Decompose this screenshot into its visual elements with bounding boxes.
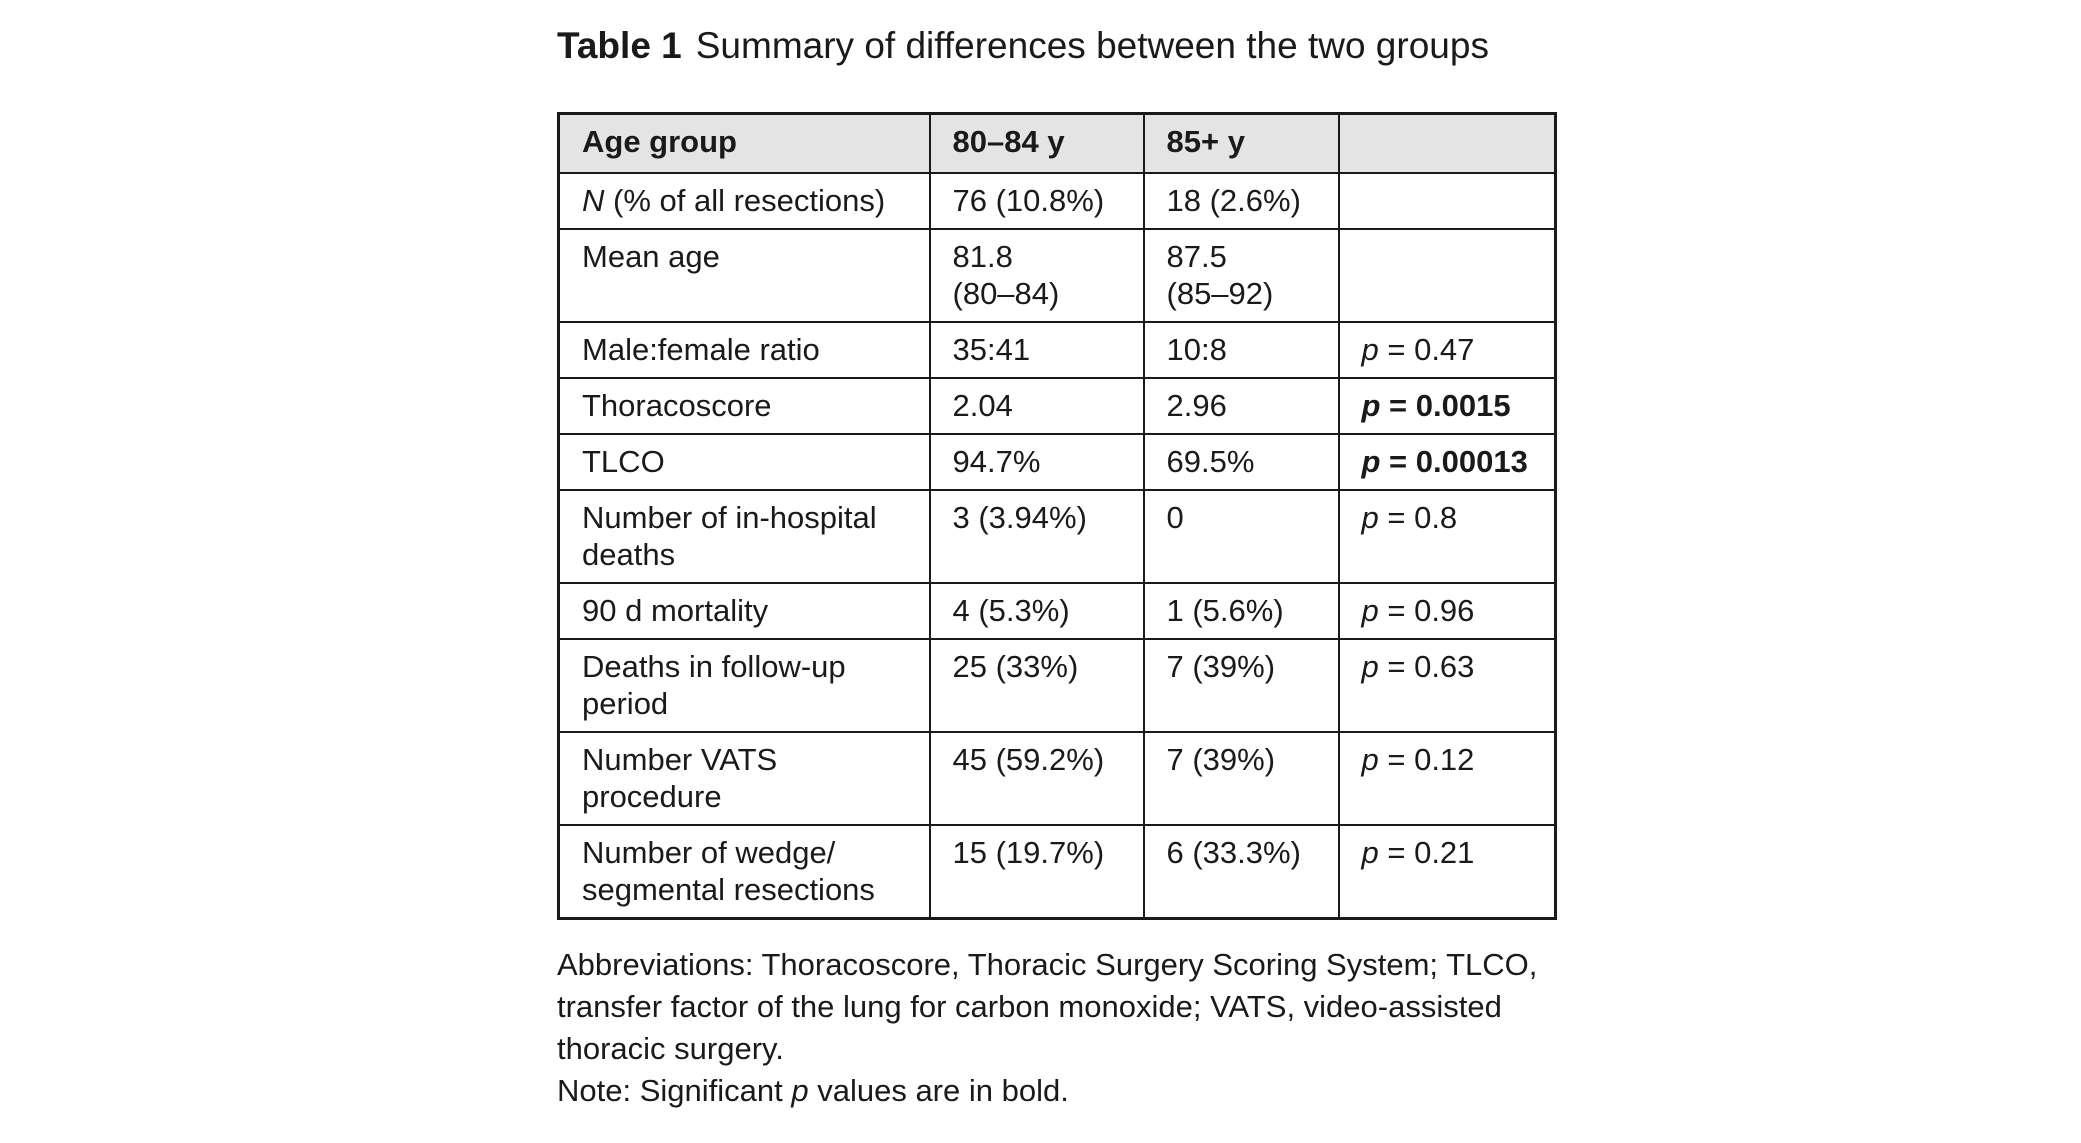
p-number: = 0.96 [1378, 593, 1475, 628]
cell-80-84: 35:41 [928, 321, 1145, 379]
cell-80-84: 15 (19.7%) [928, 824, 1145, 920]
table-row: Number of in-hospital deaths 3 (3.94%) 0… [557, 489, 1557, 584]
summary-table: Age group 80–84 y 85+ y N (% of all rese… [557, 112, 1557, 920]
table-row: 90 d mortality 4 (5.3%) 1 (5.6%) p = 0.9… [557, 582, 1557, 640]
cell-85-plus: 0 [1142, 489, 1340, 584]
row-label-rest: (% of all resections) [604, 183, 886, 218]
row-label: Deaths in follow-up period [557, 638, 931, 733]
table-footnotes: Abbreviations: Thoracoscore, Thoracic Su… [557, 944, 1557, 1112]
row-label: Male:female ratio [557, 321, 931, 379]
cell-85-plus: 7 (39%) [1142, 731, 1340, 826]
note-suffix: values are in bold. [808, 1073, 1069, 1108]
cell-85-plus: 7 (39%) [1142, 638, 1340, 733]
p-number: = 0.63 [1378, 649, 1475, 684]
cell-p-value: p = 0.96 [1337, 582, 1557, 640]
cell-line: (85–92) [1166, 276, 1274, 311]
table-row: Number of wedge/ segmental resections 15… [557, 824, 1557, 920]
cell-85-plus: 2.96 [1142, 377, 1340, 435]
note-p-symbol: p [791, 1073, 809, 1108]
cell-85-plus: 1 (5.6%) [1142, 582, 1340, 640]
p-number: = 0.47 [1378, 332, 1475, 367]
cell-80-84: 81.8 (80–84) [928, 228, 1145, 323]
cell-line: 81.8 [952, 239, 1013, 274]
cell-85-plus: 87.5 (85–92) [1142, 228, 1340, 323]
significance-note: Note: Significant p values are in bold. [557, 1070, 1557, 1112]
cell-80-84: 4 (5.3%) [928, 582, 1145, 640]
cell-80-84: 3 (3.94%) [928, 489, 1145, 584]
cell-85-plus: 18 (2.6%) [1142, 172, 1340, 230]
row-label: 90 d mortality [557, 582, 931, 640]
p-symbol: p [1361, 742, 1379, 777]
p-number: = 0.12 [1378, 742, 1475, 777]
cell-p-value: p = 0.0015 [1337, 377, 1557, 435]
cell-p-value: p = 0.21 [1337, 824, 1557, 920]
cell-p-value: p = 0.47 [1337, 321, 1557, 379]
table-row: Mean age 81.8 (80–84) 87.5 (85–92) [557, 228, 1557, 323]
p-symbol: p [1361, 388, 1381, 423]
row-label: Thoracoscore [557, 377, 931, 435]
p-symbol: p [1361, 500, 1379, 535]
cell-p-value: p = 0.12 [1337, 731, 1557, 826]
table-row: TLCO 94.7% 69.5% p = 0.00013 [557, 433, 1557, 491]
table-figure: Table 1 Summary of differences between th… [557, 22, 1557, 1112]
row-label: Number VATS procedure [557, 731, 931, 826]
header-age-group: Age group [557, 112, 931, 174]
row-label: TLCO [557, 433, 931, 491]
p-symbol: p [1361, 444, 1381, 479]
cell-85-plus: 69.5% [1142, 433, 1340, 491]
cell-line: 87.5 [1166, 239, 1227, 274]
row-label: N (% of all resections) [557, 172, 931, 230]
table-row: Thoracoscore 2.04 2.96 p = 0.0015 [557, 377, 1557, 435]
header-85-plus: 85+ y [1142, 112, 1340, 174]
table-title: Summary of differences between the two g… [695, 25, 1489, 66]
cell-85-plus: 10:8 [1142, 321, 1340, 379]
cell-80-84: 45 (59.2%) [928, 731, 1145, 826]
header-row: Age group 80–84 y 85+ y [557, 112, 1557, 174]
table-number: Table 1 [557, 25, 682, 66]
cell-p-value: p = 0.8 [1337, 489, 1557, 584]
table-caption: Table 1 Summary of differences between th… [557, 22, 1557, 70]
cell-p-value [1337, 228, 1557, 323]
p-number: = 0.0015 [1380, 388, 1511, 423]
p-symbol: p [1361, 835, 1379, 870]
cell-80-84: 25 (33%) [928, 638, 1145, 733]
note-prefix: Note: Significant [557, 1073, 792, 1108]
p-symbol: p [1361, 332, 1379, 367]
row-label: Mean age [557, 228, 931, 323]
table-row: Deaths in follow-up period 25 (33%) 7 (3… [557, 638, 1557, 733]
row-label: Number of in-hospital deaths [557, 489, 931, 584]
cell-p-value: p = 0.63 [1337, 638, 1557, 733]
row-label-italic: N [582, 183, 605, 218]
table-row: Number VATS procedure 45 (59.2%) 7 (39%)… [557, 731, 1557, 826]
cell-p-value [1337, 172, 1557, 230]
p-symbol: p [1361, 593, 1379, 628]
abbreviations-note: Abbreviations: Thoracoscore, Thoracic Su… [557, 947, 1538, 1066]
p-number: = 0.00013 [1380, 444, 1528, 479]
cell-80-84: 76 (10.8%) [928, 172, 1145, 230]
p-number: = 0.21 [1378, 835, 1475, 870]
cell-85-plus: 6 (33.3%) [1142, 824, 1340, 920]
header-80-84: 80–84 y [928, 112, 1145, 174]
cell-80-84: 94.7% [928, 433, 1145, 491]
p-number: = 0.8 [1378, 500, 1458, 535]
table-row: Male:female ratio 35:41 10:8 p = 0.47 [557, 321, 1557, 379]
header-p-value [1337, 112, 1557, 174]
cell-line: (80–84) [952, 276, 1060, 311]
p-symbol: p [1361, 649, 1379, 684]
cell-80-84: 2.04 [928, 377, 1145, 435]
table-row: N (% of all resections) 76 (10.8%) 18 (2… [557, 172, 1557, 230]
row-label: Number of wedge/ segmental resections [557, 824, 931, 920]
cell-p-value: p = 0.00013 [1337, 433, 1557, 491]
